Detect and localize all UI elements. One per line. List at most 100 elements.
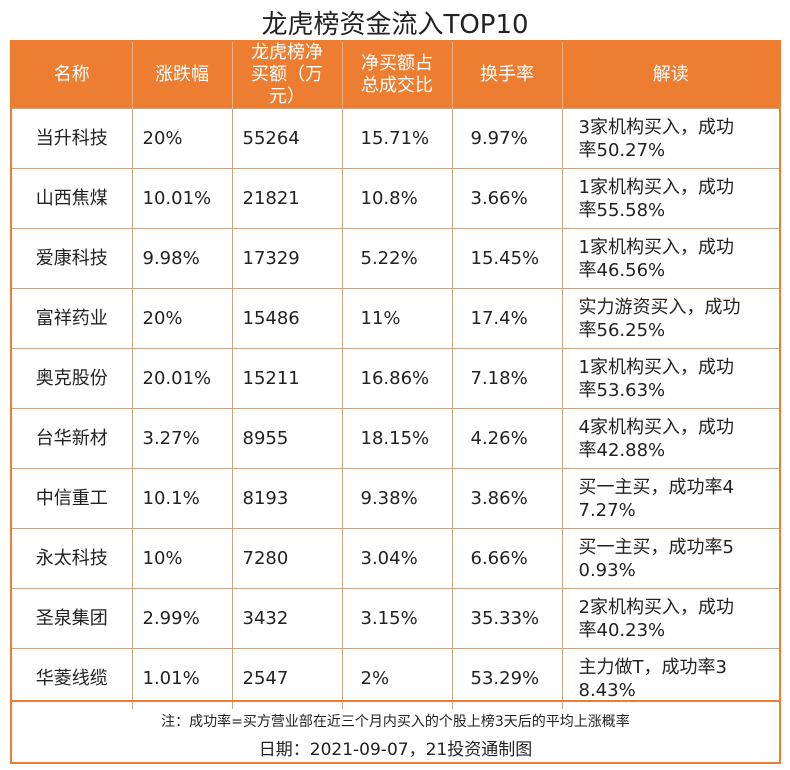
turnover-cell: 17.4% <box>451 288 562 349</box>
reading-line: 率40.23% <box>578 619 666 641</box>
reading-line: 买一主买，成功率4 <box>578 476 734 498</box>
reading-line: 7.27% <box>578 499 636 521</box>
net-buy-cell: 17329 <box>231 228 342 289</box>
data-table-container: 名称 涨跌幅 龙虎榜净买额（万元） 净买额占总成交比 换手率 解读 当升科技 20… <box>10 40 781 764</box>
table-row: 山西焦煤 10.01% 21821 10.8% 3.66% 1家机构买入，成功 率55.58… <box>12 168 779 229</box>
stock-name: 中信重工 <box>12 468 132 529</box>
table-row: 当升科技 20% 55264 15.71% 9.97% 3家机构买入，成功 率50.27% <box>12 108 779 169</box>
reading-cell: 主力做T，成功率3 8.43% <box>561 648 779 709</box>
ratio-cell: 16.86% <box>341 348 452 409</box>
reading-line: 率55.58% <box>578 199 666 221</box>
turnover-cell: 35.33% <box>451 588 562 649</box>
reading-cell: 4家机构买入，成功 率42.88% <box>561 408 779 469</box>
stock-name: 圣泉集团 <box>12 588 132 649</box>
table-row: 永太科技 10% 7280 3.04% 6.66% 买一主买，成功率5 0.93% <box>12 528 779 589</box>
stock-name: 台华新材 <box>12 408 132 469</box>
change-cell: 10.01% <box>131 168 232 229</box>
change-cell: 20.01% <box>131 348 232 409</box>
header-reading: 解读 <box>561 42 779 109</box>
reading-line: 率56.25% <box>578 319 666 341</box>
reading-cell: 买一主买，成功率4 7.27% <box>561 468 779 529</box>
change-cell: 20% <box>131 288 232 349</box>
table-row: 台华新材 3.27% 8955 18.15% 4.26% 4家机构买入，成功 率42.88% <box>12 408 779 469</box>
reading-line: 4家机构买入，成功 <box>578 416 734 438</box>
ratio-cell: 15.71% <box>341 108 452 169</box>
header-change: 涨跌幅 <box>131 42 232 109</box>
header-net-buy: 龙虎榜净买额（万元） <box>231 42 342 109</box>
reading-line: 3家机构买入，成功 <box>578 116 734 138</box>
stock-name: 奥克股份 <box>12 348 132 409</box>
net-buy-cell: 8193 <box>231 468 342 529</box>
reading-line: 1家机构买入，成功 <box>578 356 734 378</box>
change-cell: 3.27% <box>131 408 232 469</box>
ratio-cell: 10.8% <box>341 168 452 229</box>
reading-line: 实力游资买入，成功 <box>578 296 741 318</box>
reading-cell: 2家机构买入，成功 率40.23% <box>561 588 779 649</box>
reading-line: 1家机构买入，成功 <box>578 236 734 258</box>
reading-line: 率46.56% <box>578 259 666 281</box>
footnote: 注：成功率=买方营业部在近三个月内买入的个股上榜3天后的平均上涨概率 <box>161 714 630 730</box>
table-footer: 注：成功率=买方营业部在近三个月内买入的个股上榜3天后的平均上涨概率 日期：20… <box>12 700 779 762</box>
net-buy-cell: 7280 <box>231 528 342 589</box>
turnover-cell: 9.97% <box>451 108 562 169</box>
turnover-cell: 4.26% <box>451 408 562 469</box>
reading-line: 2家机构买入，成功 <box>578 596 734 618</box>
change-cell: 10.1% <box>131 468 232 529</box>
stock-name: 华菱线缆 <box>12 648 132 709</box>
table-row: 圣泉集团 2.99% 3432 3.15% 35.33% 2家机构买入，成功 率40.23% <box>12 588 779 649</box>
reading-line: 率50.27% <box>578 139 666 161</box>
turnover-cell: 6.66% <box>451 528 562 589</box>
ratio-cell: 3.15% <box>341 588 452 649</box>
date-credit: 日期：2021-09-07，21投资通制图 <box>258 740 533 760</box>
change-cell: 9.98% <box>131 228 232 289</box>
ratio-cell: 3.04% <box>341 528 452 589</box>
reading-line: 主力做T，成功率3 <box>578 656 727 678</box>
change-cell: 1.01% <box>131 648 232 709</box>
reading-cell: 3家机构买入，成功 率50.27% <box>561 108 779 169</box>
header-ratio: 净买额占总成交比 <box>341 42 452 109</box>
reading-line: 8.43% <box>578 679 636 701</box>
table-row: 爱康科技 9.98% 17329 5.22% 15.45% 1家机构买入，成功 率46.56… <box>12 228 779 289</box>
ratio-cell: 2% <box>341 648 452 709</box>
reading-cell: 1家机构买入，成功 率55.58% <box>561 168 779 229</box>
reading-cell: 买一主买，成功率5 0.93% <box>561 528 779 589</box>
table-row: 中信重工 10.1% 8193 9.38% 3.86% 买一主买，成功率4 7.27% <box>12 468 779 529</box>
turnover-cell: 53.29% <box>451 648 562 709</box>
reading-line: 率53.63% <box>578 379 666 401</box>
net-buy-cell: 21821 <box>231 168 342 229</box>
reading-line: 买一主买，成功率5 <box>578 536 734 558</box>
change-cell: 20% <box>131 108 232 169</box>
stock-name: 永太科技 <box>12 528 132 589</box>
page-title: 龙虎榜资金流入TOP10 <box>261 10 529 40</box>
ratio-cell: 5.22% <box>341 228 452 289</box>
stock-name: 富祥药业 <box>12 288 132 349</box>
stock-name: 当升科技 <box>12 108 132 169</box>
ratio-cell: 18.15% <box>341 408 452 469</box>
reading-cell: 1家机构买入，成功 率53.63% <box>561 348 779 409</box>
header-name: 名称 <box>12 42 132 109</box>
net-buy-cell: 55264 <box>231 108 342 169</box>
turnover-cell: 3.66% <box>451 168 562 229</box>
turnover-cell: 15.45% <box>451 228 562 289</box>
header-turnover: 换手率 <box>451 42 562 109</box>
change-cell: 10% <box>131 528 232 589</box>
net-buy-cell: 3432 <box>231 588 342 649</box>
net-buy-cell: 2547 <box>231 648 342 709</box>
table-header-row: 名称 涨跌幅 龙虎榜净买额（万元） 净买额占总成交比 换手率 解读 <box>12 42 779 109</box>
ratio-cell: 11% <box>341 288 452 349</box>
reading-line: 率42.88% <box>578 439 666 461</box>
net-buy-cell: 15211 <box>231 348 342 409</box>
ratio-cell: 9.38% <box>341 468 452 529</box>
turnover-cell: 3.86% <box>451 468 562 529</box>
turnover-cell: 7.18% <box>451 348 562 409</box>
change-cell: 2.99% <box>131 588 232 649</box>
stock-name: 爱康科技 <box>12 228 132 289</box>
reading-cell: 实力游资买入，成功 率56.25% <box>561 288 779 349</box>
reading-cell: 1家机构买入，成功 率46.56% <box>561 228 779 289</box>
reading-line: 1家机构买入，成功 <box>578 176 734 198</box>
net-buy-cell: 8955 <box>231 408 342 469</box>
data-table: 名称 涨跌幅 龙虎榜净买额（万元） 净买额占总成交比 换手率 解读 当升科技 20… <box>12 42 779 709</box>
net-buy-cell: 15486 <box>231 288 342 349</box>
stock-name: 山西焦煤 <box>12 168 132 229</box>
table-row: 奥克股份 20.01% 15211 16.86% 7.18% 1家机构买入，成功 率53.6… <box>12 348 779 409</box>
